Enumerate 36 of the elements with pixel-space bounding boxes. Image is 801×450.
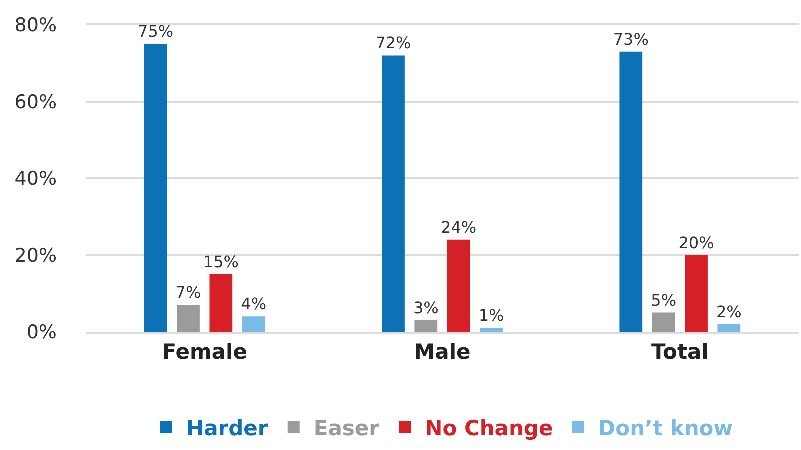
bar [447, 240, 470, 332]
data-label: 7% [176, 283, 202, 302]
bar [620, 52, 643, 332]
data-label: 20% [678, 233, 714, 252]
data-label: 24% [441, 218, 477, 237]
legend-label: Harder [186, 416, 269, 441]
bar [242, 316, 266, 332]
y-tick-label: 20% [14, 244, 57, 267]
legend-label: Easer [314, 416, 380, 441]
bar [685, 255, 708, 332]
y-tick-label: 0% [26, 322, 57, 344]
bar [480, 328, 503, 332]
x-tick-label: Total [651, 340, 709, 364]
bar [144, 44, 168, 332]
data-label: 15% [203, 252, 239, 272]
bar [382, 56, 405, 332]
data-label: 2% [716, 302, 742, 322]
legend-label: Don’t know [598, 416, 734, 441]
data-label: 5% [651, 290, 677, 310]
bar [177, 305, 200, 332]
data-label: 3% [413, 298, 439, 318]
bar [652, 312, 676, 332]
data-label: 72% [376, 34, 412, 53]
y-tick-label: 40% [14, 168, 57, 190]
y-tick-label: 60% [14, 91, 57, 114]
y-tick-label: 80% [14, 14, 57, 37]
bar [210, 274, 233, 332]
data-label: 73% [613, 30, 649, 49]
data-label: 75% [138, 22, 174, 42]
data-label: 4% [241, 294, 267, 314]
x-tick-label: Female [162, 340, 248, 364]
bar [718, 324, 741, 332]
legend-label: No Change [425, 416, 554, 441]
data-label: 1% [478, 306, 504, 326]
x-tick-label: Male [414, 340, 471, 364]
bar [414, 320, 438, 332]
